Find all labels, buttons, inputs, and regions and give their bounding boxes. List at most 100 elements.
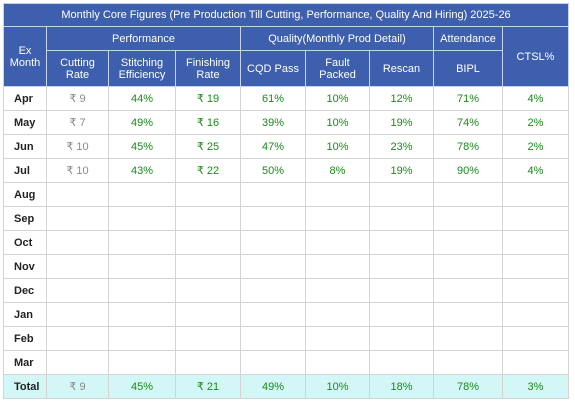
value-cell: 78% [433, 134, 503, 159]
empty-cell [46, 254, 109, 279]
column-header: Rescan [369, 50, 434, 87]
value-cell: 19% [369, 158, 434, 183]
empty-cell [108, 182, 176, 207]
empty-cell [433, 182, 503, 207]
empty-cell [433, 350, 503, 375]
empty-cell [369, 254, 434, 279]
value-cell: 12% [369, 86, 434, 111]
column-header: Fault Packed [305, 50, 370, 87]
header-cell: Ex Month [3, 26, 47, 87]
data-row: Apr ₹ 9 44% ₹ 19 61% 10% 12% 71% 4% [3, 86, 570, 111]
empty-cell [501, 350, 570, 375]
empty-cell [46, 182, 109, 207]
value-cell: 61% [240, 86, 306, 111]
group-header: Attendance [433, 26, 503, 51]
value-cell: ₹ 19 [175, 86, 241, 111]
data-row: Jan [3, 302, 570, 327]
empty-cell [305, 326, 370, 351]
empty-cell [501, 326, 570, 351]
empty-cell [501, 254, 570, 279]
empty-cell [46, 302, 109, 327]
empty-cell [175, 206, 241, 231]
column-header: Stitching Efficiency [108, 50, 176, 87]
empty-cell [305, 278, 370, 303]
value-cell: ₹ 7 [46, 110, 109, 135]
value-cell: 10% [305, 86, 370, 111]
empty-cell [240, 278, 306, 303]
empty-cell [369, 206, 434, 231]
empty-cell [501, 230, 570, 255]
empty-cell [240, 182, 306, 207]
empty-cell [46, 350, 109, 375]
empty-cell [433, 206, 503, 231]
value-cell: ₹ 9 [46, 86, 109, 111]
group-header: Quality(Monthly Prod Detail) [240, 26, 434, 51]
core-figures-table: Monthly Core Figures (Pre Production Til… [2, 3, 570, 399]
empty-cell [46, 206, 109, 231]
total-row: Total ₹ 9 45% ₹ 21 49% 10% 18% 78% 3% [3, 374, 570, 399]
value-cell: 44% [108, 86, 176, 111]
month-cell: Sep [3, 206, 47, 231]
value-cell: 39% [240, 110, 306, 135]
column-header: CQD Pass [240, 50, 306, 87]
value-cell: 23% [369, 134, 434, 159]
empty-cell [46, 230, 109, 255]
empty-cell [305, 254, 370, 279]
empty-cell [305, 302, 370, 327]
value-cell: ₹ 10 [46, 158, 109, 183]
empty-cell [46, 326, 109, 351]
value-cell: ₹ 21 [175, 374, 241, 399]
value-cell: 8% [305, 158, 370, 183]
column-header: BIPL [433, 50, 503, 87]
month-cell: Jun [3, 134, 47, 159]
subheader-row: Cutting Rate Stitching Efficiency Finishin… [4, 50, 569, 87]
empty-cell [175, 278, 241, 303]
value-cell: 4% [501, 158, 570, 183]
month-cell: Nov [3, 254, 47, 279]
empty-cell [240, 302, 306, 327]
empty-cell [108, 302, 176, 327]
empty-cell [175, 182, 241, 207]
month-cell: Jul [3, 158, 47, 183]
data-row: Mar [3, 350, 570, 375]
empty-cell [501, 278, 570, 303]
month-cell: Jan [3, 302, 47, 327]
column-header: Cutting Rate [46, 50, 109, 87]
empty-cell [175, 350, 241, 375]
empty-cell [175, 230, 241, 255]
empty-cell [108, 206, 176, 231]
value-cell: ₹ 16 [175, 110, 241, 135]
empty-cell [240, 254, 306, 279]
empty-cell [433, 326, 503, 351]
month-cell: May [3, 110, 47, 135]
title-row: Monthly Core Figures (Pre Production Til… [2, 3, 570, 27]
month-cell: Oct [3, 230, 47, 255]
month-cell: Aug [3, 182, 47, 207]
empty-cell [501, 182, 570, 207]
value-cell: 45% [108, 134, 176, 159]
value-cell: 2% [501, 110, 570, 135]
value-cell: 10% [305, 134, 370, 159]
data-row: Sep [3, 206, 570, 231]
data-row: Feb [3, 326, 570, 351]
empty-cell [305, 350, 370, 375]
empty-cell [369, 230, 434, 255]
value-cell: 50% [240, 158, 306, 183]
empty-cell [305, 230, 370, 255]
column-header: Finishing Rate [175, 50, 241, 87]
value-cell: 49% [108, 110, 176, 135]
empty-cell [501, 206, 570, 231]
value-cell: 74% [433, 110, 503, 135]
empty-cell [108, 326, 176, 351]
empty-cell [433, 302, 503, 327]
month-cell: Total [3, 374, 47, 399]
value-cell: 71% [433, 86, 503, 111]
empty-cell [369, 350, 434, 375]
value-cell: 2% [501, 134, 570, 159]
value-cell: 45% [108, 374, 176, 399]
empty-cell [240, 326, 306, 351]
month-cell: Mar [3, 350, 47, 375]
data-row: Dec [3, 278, 570, 303]
value-cell: 18% [369, 374, 434, 399]
